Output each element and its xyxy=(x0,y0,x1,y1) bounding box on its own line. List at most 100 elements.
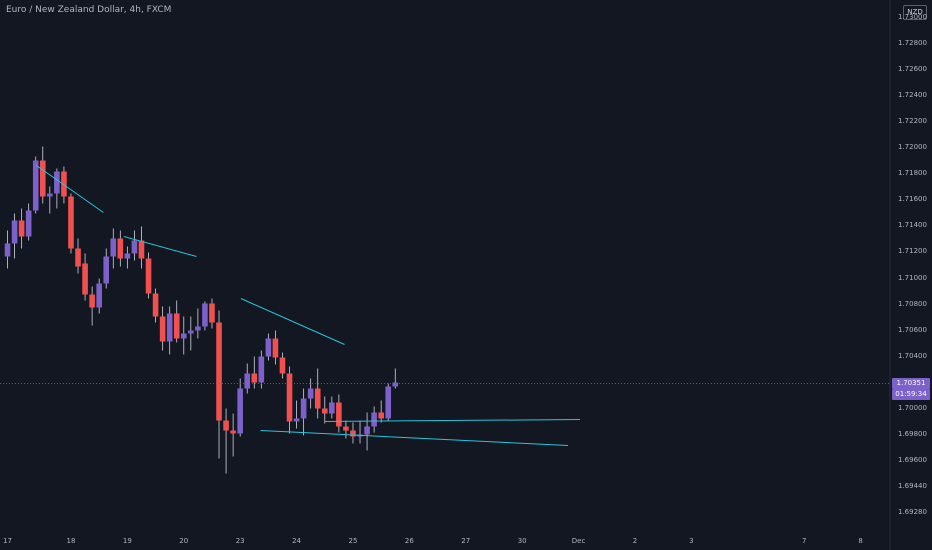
candle-body xyxy=(216,322,222,421)
candle-body xyxy=(68,196,74,249)
candle-body xyxy=(54,171,60,194)
candle-body xyxy=(47,193,53,197)
time-tick-label: 3 xyxy=(689,537,694,545)
candle-body xyxy=(336,402,342,427)
candle-body xyxy=(103,256,110,284)
candle-body xyxy=(117,238,124,259)
candle-body xyxy=(110,238,117,257)
candle-body xyxy=(392,382,399,387)
chart-title: Euro / New Zealand Dollar, 4h, FXCM xyxy=(6,5,172,15)
candle-body xyxy=(230,430,236,434)
candle-body xyxy=(173,313,180,339)
candle-body xyxy=(321,408,328,414)
price-tick-label: 1.70800 xyxy=(898,299,927,308)
candle-body xyxy=(378,412,384,419)
candle-body xyxy=(209,303,215,323)
price-tick-label: 1.71400 xyxy=(898,221,927,230)
candle-body xyxy=(223,420,229,431)
trendline xyxy=(240,298,345,345)
candle-body xyxy=(350,430,356,437)
time-tick-label: 24 xyxy=(292,537,302,545)
candle-body xyxy=(237,388,243,434)
trendline xyxy=(260,430,569,446)
price-tick-label: 1.69440 xyxy=(898,482,927,491)
time-tick-label: 19 xyxy=(122,537,132,545)
candle-body xyxy=(11,220,18,244)
price-tick-label: 1.70600 xyxy=(898,325,927,334)
price-tick-label: 1.71600 xyxy=(898,195,927,204)
time-tick-label: 27 xyxy=(461,537,471,545)
candle-body xyxy=(18,220,25,237)
time-tick-label: 2 xyxy=(632,537,638,545)
candle-body xyxy=(75,248,81,267)
candle-body xyxy=(131,240,138,254)
price-tick-label: 1.69600 xyxy=(898,456,927,465)
candle-body xyxy=(82,263,88,295)
price-tick-label: 1.72600 xyxy=(898,64,927,73)
trendline xyxy=(123,236,197,257)
candle-body xyxy=(188,330,194,334)
price-tick-label: 1.70400 xyxy=(898,351,927,360)
current-price-badge: 1.70351 xyxy=(892,377,930,389)
candle-body xyxy=(385,386,392,419)
price-tick-label: 1.69800 xyxy=(898,430,927,439)
time-tick-label: 25 xyxy=(348,537,358,545)
price-tick-label: 1.70000 xyxy=(898,404,927,412)
price-tick-label: 1.72400 xyxy=(898,90,927,99)
candle-body xyxy=(251,373,258,383)
candle-body xyxy=(244,373,251,389)
time-tick-label: 8 xyxy=(858,537,863,545)
candle-body xyxy=(272,338,279,358)
price-tick-label: 1.72200 xyxy=(898,116,927,125)
candle-body xyxy=(32,160,39,211)
time-tick-label: 30 xyxy=(517,537,527,545)
candle-body xyxy=(307,388,314,399)
price-tick-label: 1.71000 xyxy=(898,273,927,282)
price-tick-label: 1.71800 xyxy=(898,169,927,178)
candle-body xyxy=(138,240,145,259)
candle-body xyxy=(89,294,95,308)
candle-body xyxy=(39,160,46,197)
candle-body xyxy=(180,333,187,339)
time-tick-label: 18 xyxy=(66,537,76,545)
price-tick-label: 1.71200 xyxy=(898,247,927,256)
candle-body xyxy=(25,210,32,237)
trendline xyxy=(36,165,104,213)
currency-button[interactable]: NZD xyxy=(903,5,927,20)
time-tick-label: 26 xyxy=(404,537,414,545)
candle-body xyxy=(166,313,173,342)
price-tick-label: 1.72800 xyxy=(898,38,927,47)
candle-body xyxy=(279,357,286,374)
candle-body xyxy=(159,316,166,342)
candle-body xyxy=(96,283,102,308)
candle-body xyxy=(364,426,370,435)
candle-body xyxy=(286,373,293,422)
time-tick-label: 7 xyxy=(801,537,807,545)
candle-body xyxy=(258,356,265,383)
candle-body xyxy=(4,243,11,257)
time-tick-label: Dec xyxy=(571,537,586,545)
time-tick-label: 17 xyxy=(3,537,12,545)
price-tick-label: 1.69280 xyxy=(898,508,927,517)
trendline xyxy=(324,419,580,422)
candle-body xyxy=(329,402,335,414)
candle-body xyxy=(145,258,152,294)
candle-body xyxy=(343,426,349,431)
price-tick-label: 1.72000 xyxy=(898,143,927,151)
candle-body xyxy=(152,293,159,317)
price-tick-label: 1.73000 xyxy=(898,12,927,21)
candle-body xyxy=(61,171,67,197)
candle-body xyxy=(124,253,131,259)
candle-body xyxy=(293,418,300,422)
candle-body xyxy=(300,398,307,419)
time-tick-label: 20 xyxy=(179,537,189,545)
candle-body xyxy=(195,326,201,331)
candle-body xyxy=(314,388,321,409)
candle-body xyxy=(371,412,377,427)
countdown-badge: 01:59:34 xyxy=(892,389,930,401)
time-tick-label: 23 xyxy=(235,537,245,545)
candle-body xyxy=(265,338,272,357)
candle-body xyxy=(202,303,208,327)
